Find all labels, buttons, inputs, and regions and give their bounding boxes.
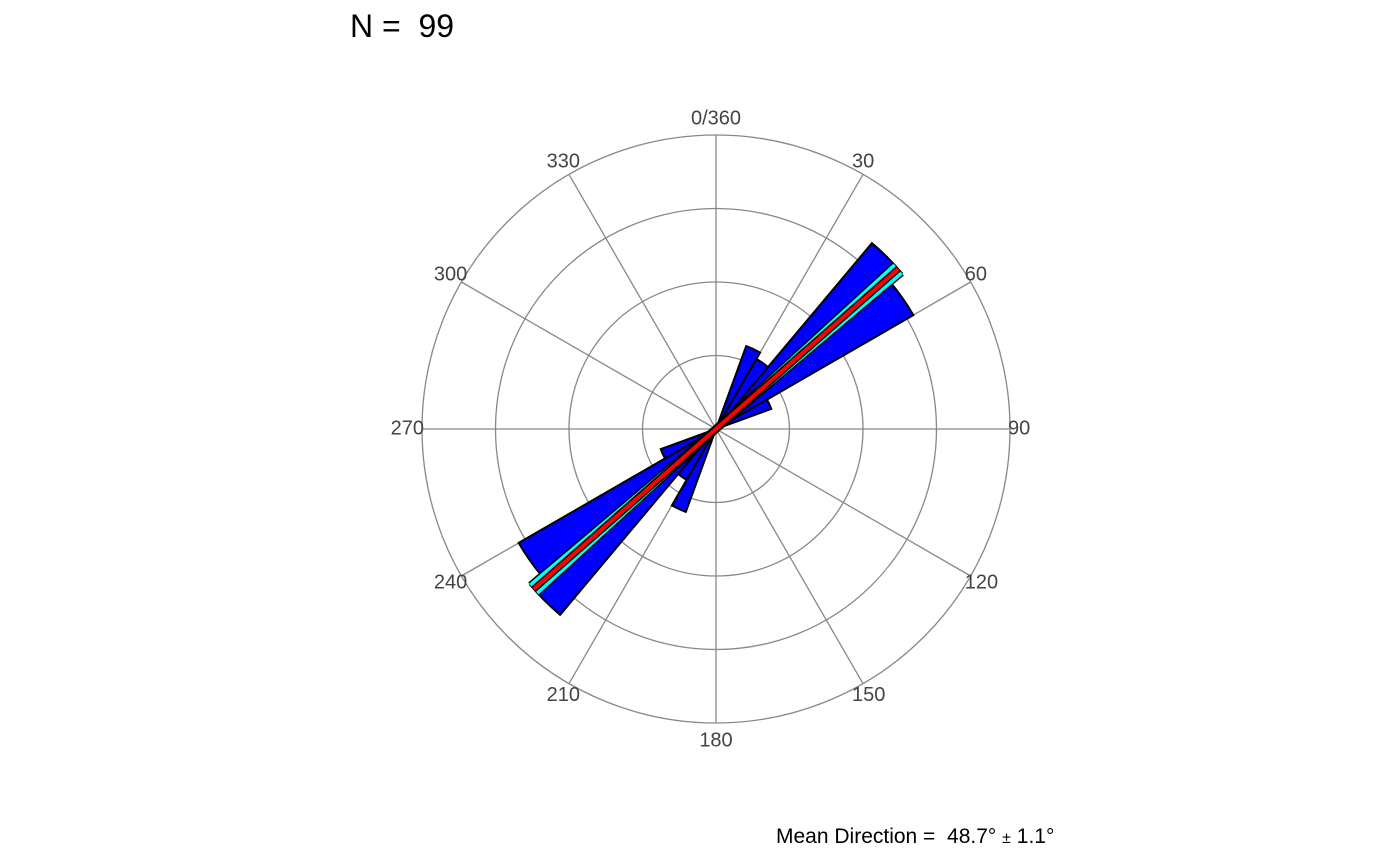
angle-label-90: 90 xyxy=(1008,417,1030,439)
sample-count: 99 xyxy=(418,8,455,44)
angle-label-60: 60 xyxy=(965,263,987,285)
angle-label-330: 330 xyxy=(547,151,580,173)
angle-label-30: 30 xyxy=(852,151,874,173)
angle-tick-labels: 0/360 30 60 90 120 150 180 210 240 270 300 330 xyxy=(391,107,1031,751)
title-prefix: N = xyxy=(350,8,410,44)
mean-direction-error: 1.1° xyxy=(1016,825,1055,848)
grid-spoke-150 xyxy=(715,428,864,684)
plus-minus: ± xyxy=(1002,830,1011,847)
mean-line xyxy=(532,267,900,591)
mean-direction-value: 48.7° xyxy=(947,825,997,848)
angle-label-180: 180 xyxy=(699,729,732,751)
grid-spoke-330 xyxy=(568,174,717,430)
grid-spoke-300 xyxy=(461,281,717,430)
angle-label-270: 270 xyxy=(391,417,424,439)
angle-label-120: 120 xyxy=(965,571,998,593)
angle-label-210: 210 xyxy=(547,684,580,706)
angle-label-0: 0/360 xyxy=(691,107,741,129)
chart-title: N = 99 xyxy=(350,8,454,45)
angle-label-300: 300 xyxy=(434,263,467,285)
mean-direction-line xyxy=(528,262,904,596)
angle-label-150: 150 xyxy=(852,684,885,706)
mean-direction-caption: Mean Direction = 48.7° ± 1.1° xyxy=(776,825,1054,849)
grid-spoke-120 xyxy=(715,428,971,577)
angle-label-240: 240 xyxy=(434,571,467,593)
mean-direction-label: Mean Direction = xyxy=(776,825,942,848)
